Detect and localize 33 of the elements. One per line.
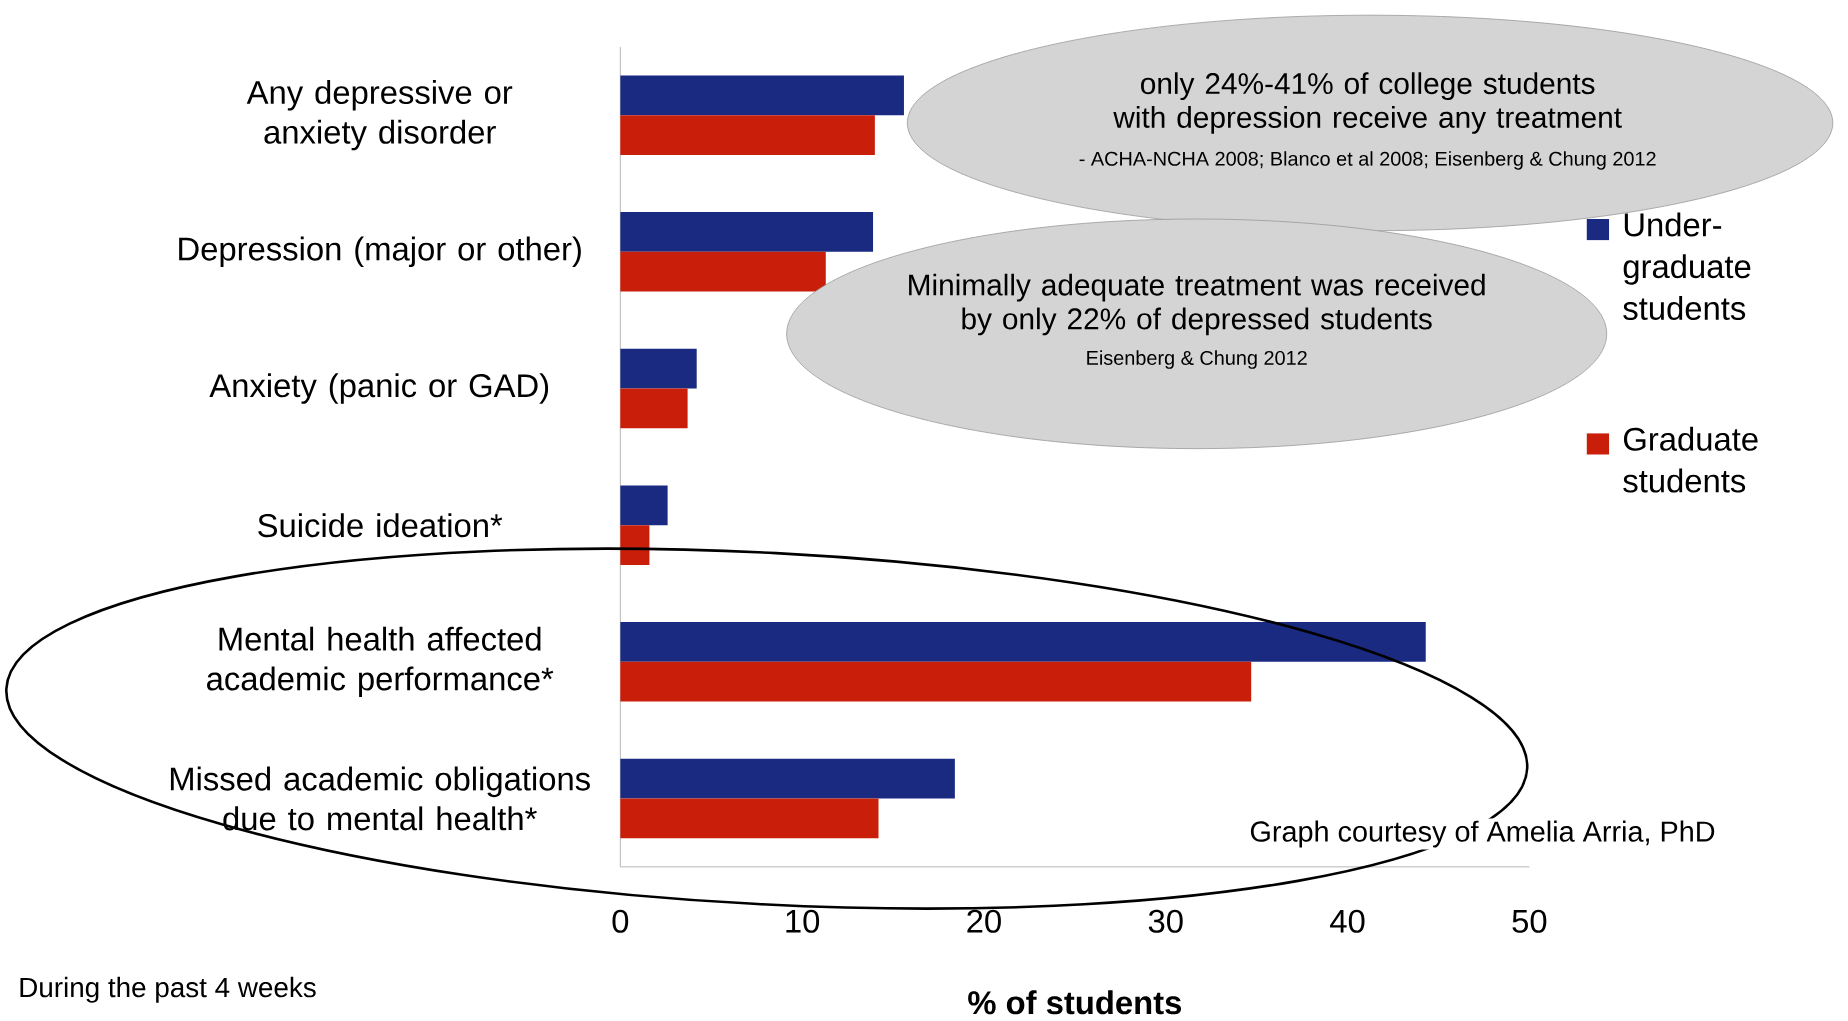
y-tick-label: Any depressive or anxiety disorder [246, 80, 513, 151]
bar [620, 661, 1252, 702]
annotation: Graph courtesy of Amelia Arria, PhD [1250, 820, 1715, 848]
y-tick-label: Anxiety (panic or GAD) [209, 373, 549, 404]
bar [620, 798, 879, 839]
bar [620, 485, 668, 526]
y-tick-label: Mental health affected academic performance* [207, 626, 554, 698]
x-tick-label: 30 [1148, 909, 1183, 933]
bar [620, 212, 874, 252]
annotation: Eisenberg & Chung 2012 [1087, 350, 1307, 369]
x-axis-title: % of students [968, 990, 1182, 1015]
y-tick-label: Missed academic obligations due to mental health* [170, 766, 590, 831]
bar [620, 622, 1426, 662]
legend-label: Graduate students [1623, 426, 1758, 493]
bar [620, 348, 697, 389]
x-tick-label: 50 [1512, 909, 1547, 933]
x-tick-label: 10 [786, 909, 820, 933]
bar [620, 525, 650, 565]
bar [620, 251, 826, 292]
annotation: only 24%-41% of college students with depression receive any treatment [1113, 72, 1622, 134]
x-tick-label: 20 [967, 909, 1001, 933]
y-tick-label: Suicide ideation* [258, 513, 503, 538]
bar [620, 115, 875, 155]
annotation: - ACHA-NCHA 2008; Blanco et al 2008; Eisenberg & Chung 2012 [1079, 151, 1656, 170]
annotation: Minimally adequate treatment was received by only 22% of depressed students [909, 273, 1485, 336]
text: During the past 4 weeks [20, 976, 316, 1003]
x-tick-label: 40 [1330, 909, 1365, 933]
x-tick-label: 0 [612, 909, 629, 933]
legend-label: Under-graduate students [1623, 212, 1751, 320]
bar [620, 758, 955, 799]
y-tick-label: Depression (major or other) [179, 236, 581, 268]
bar [620, 388, 688, 429]
bar [620, 75, 904, 116]
